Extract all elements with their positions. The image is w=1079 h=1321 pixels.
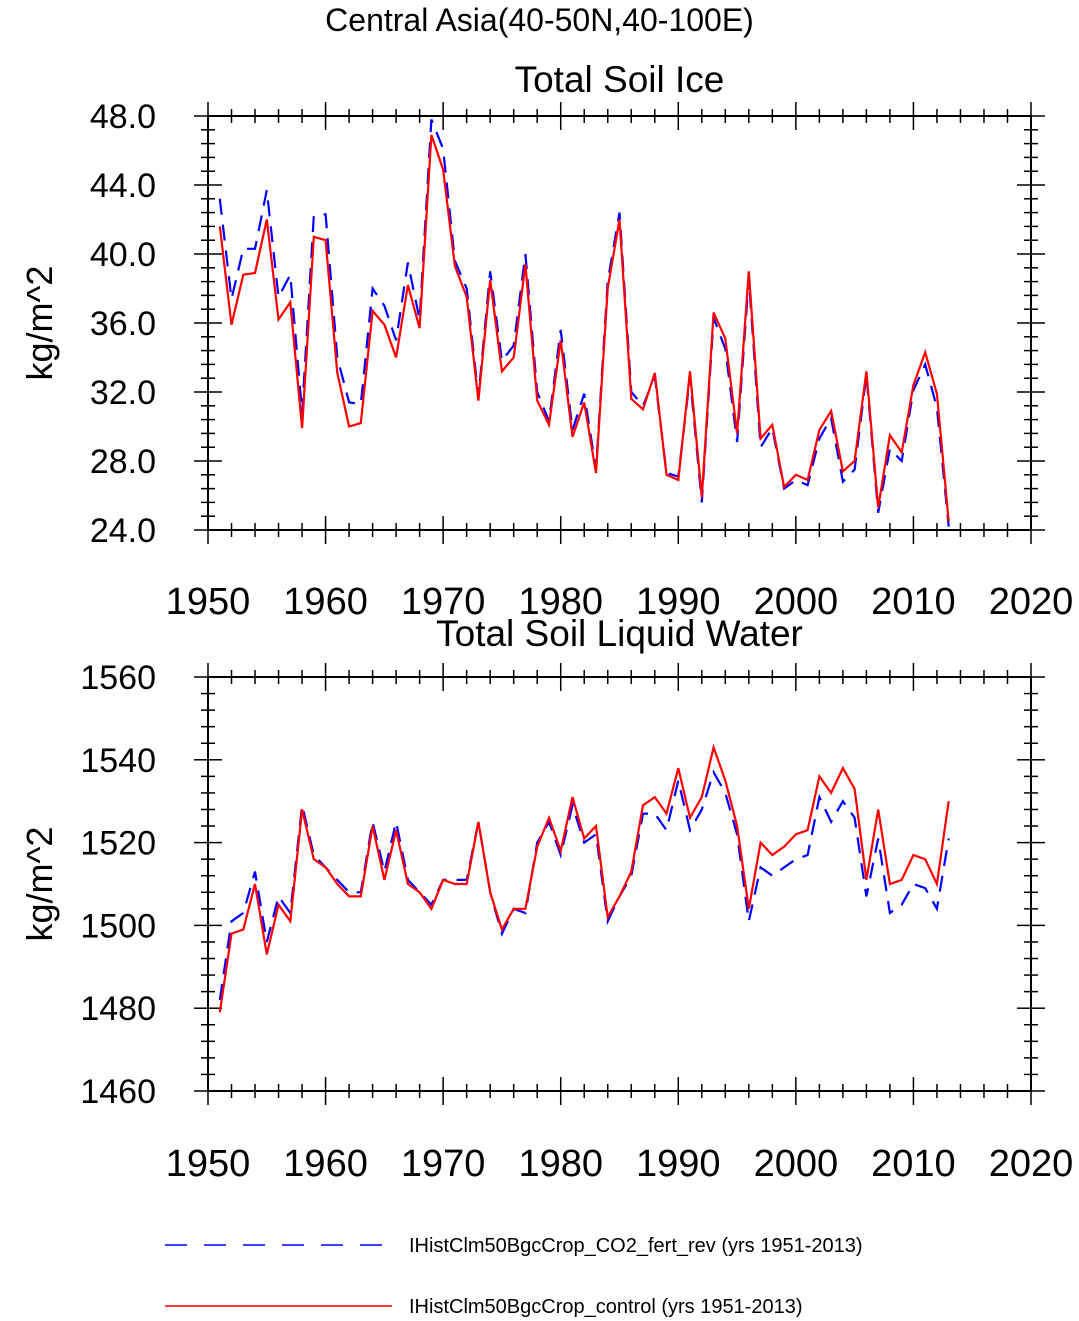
y-tick-label: 1560 <box>80 659 156 697</box>
y-tick-label: 1520 <box>80 825 156 863</box>
y-axis-label: kg/m^2 <box>19 827 60 942</box>
series-points-control <box>219 747 949 1013</box>
y-tick-label: 28.0 <box>90 443 156 481</box>
y-tick-label: 48.0 <box>90 98 156 136</box>
series-line-co2-fert-rev <box>218 769 950 1001</box>
y-tick-label: 36.0 <box>90 305 156 343</box>
legend-label: IHistClm50BgcCrop_control (yrs 1951-2013… <box>409 1296 803 1318</box>
x-tick-label: 1990 <box>636 1143 721 1185</box>
figure-title: Central Asia(40-50N,40-100E) <box>325 2 754 38</box>
x-tick-label: 1970 <box>401 581 486 623</box>
plot-frame <box>207 676 1032 1092</box>
series-points-control <box>219 134 949 522</box>
x-tick-label: 1950 <box>166 581 251 623</box>
chart-panel-2: Total Soil Liquid Water 1460 1480 1500 1520 1… <box>19 613 1073 1185</box>
y-tick-label: 24.0 <box>90 512 156 550</box>
chart-panel-1: Total Soil Ice 24.0 28.0 32.0 36.0 40.0 44.0 48… <box>19 59 1073 623</box>
x-tick-label: 1970 <box>401 1143 486 1185</box>
x-tick-label: 1980 <box>518 1143 603 1185</box>
x-tick-label: 2020 <box>989 581 1074 623</box>
chart-title: Total Soil Liquid Water <box>436 613 803 654</box>
x-tick-label: 1980 <box>518 581 603 623</box>
x-tick-label: 2010 <box>871 1143 956 1185</box>
x-tick-label: 1960 <box>283 581 368 623</box>
chart-title: Total Soil Ice <box>515 59 725 100</box>
series-line-co2-fert-rev <box>218 119 950 527</box>
y-tick-label: 1500 <box>80 907 156 945</box>
y-tick-label: 1540 <box>80 742 156 780</box>
plot-frame <box>207 115 1032 531</box>
y-tick-label: 1460 <box>80 1073 156 1111</box>
y-tick-label: 44.0 <box>90 167 156 205</box>
y-tick-label: 32.0 <box>90 374 156 412</box>
x-tick-label: 1990 <box>636 581 721 623</box>
axis-ticks <box>194 663 1045 1105</box>
legend-label: IHistClm50BgcCrop_CO2_fert_rev (yrs 1951… <box>409 1235 863 1257</box>
legend: IHistClm50BgcCrop_CO2_fert_rev (yrs 1951… <box>165 1235 863 1318</box>
x-tick-label: 2010 <box>871 581 956 623</box>
y-tick-label: 40.0 <box>90 236 156 274</box>
series-points-co2-fert-rev <box>219 119 949 527</box>
series-line-control <box>218 134 950 522</box>
x-tick-label: 2020 <box>989 1143 1074 1185</box>
series-line-control <box>218 743 950 1013</box>
x-tick-label: 2000 <box>754 581 839 623</box>
x-tick-label: 2000 <box>754 1143 839 1185</box>
x-tick-label: 1960 <box>283 1143 368 1185</box>
axis-ticks <box>194 102 1045 544</box>
x-tick-label: 1950 <box>166 1143 251 1185</box>
y-axis-label: kg/m^2 <box>19 266 60 381</box>
y-tick-label: 1480 <box>80 990 156 1028</box>
